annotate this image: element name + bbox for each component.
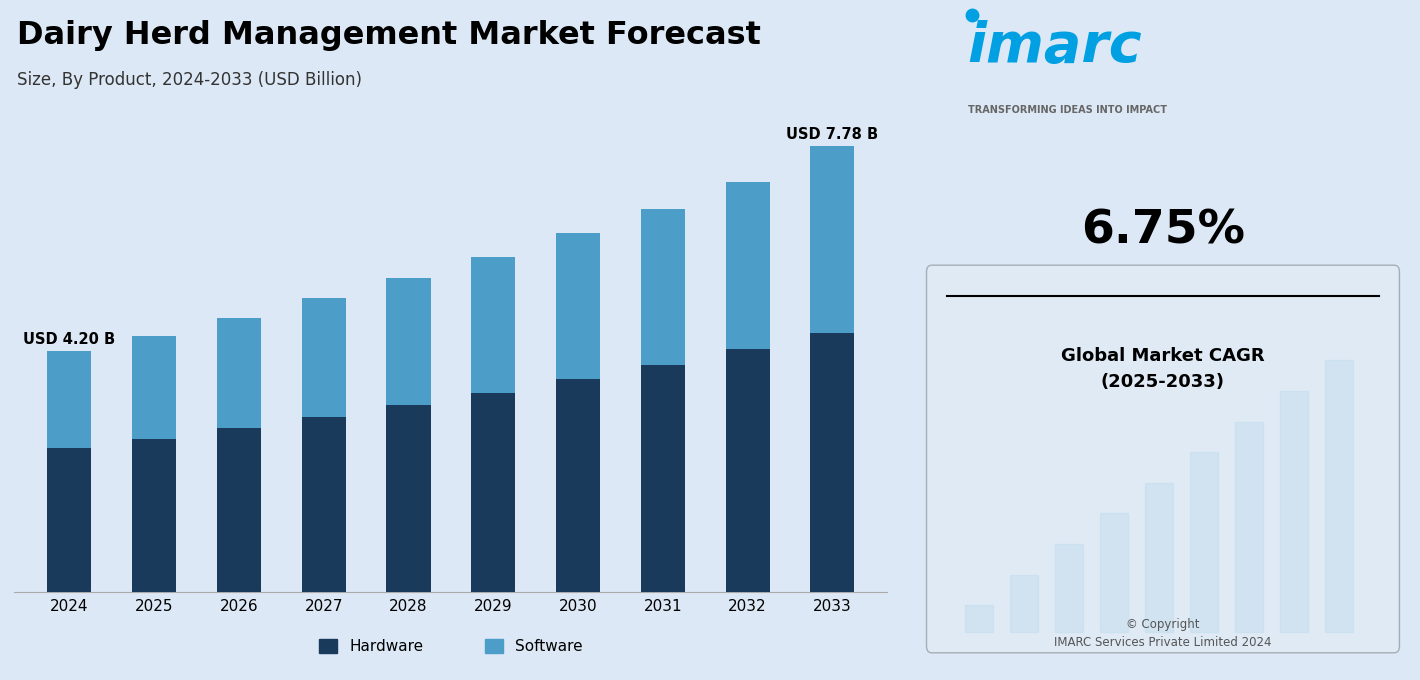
Bar — [1279, 391, 1308, 632]
Text: USD 4.20 B: USD 4.20 B — [23, 333, 115, 347]
Bar — [132, 439, 176, 592]
Bar — [471, 393, 515, 592]
Bar — [811, 333, 855, 592]
Bar — [1010, 575, 1038, 632]
Text: Global Market CAGR
(2025-2033): Global Market CAGR (2025-2033) — [1061, 347, 1265, 391]
Bar — [301, 417, 345, 592]
Bar — [726, 182, 770, 350]
Bar — [726, 350, 770, 592]
Bar — [386, 278, 430, 405]
Bar — [301, 299, 345, 417]
Bar — [557, 233, 601, 379]
Text: Size, By Product, 2024-2033 (USD Billion): Size, By Product, 2024-2033 (USD Billion… — [17, 71, 362, 89]
Text: © Copyright
IMARC Services Private Limited 2024: © Copyright IMARC Services Private Limit… — [1054, 618, 1272, 649]
Text: TRANSFORMING IDEAS INTO IMPACT: TRANSFORMING IDEAS INTO IMPACT — [967, 105, 1167, 116]
Bar — [966, 605, 994, 632]
Bar — [1190, 452, 1218, 632]
Bar — [1055, 544, 1083, 632]
Bar — [217, 428, 261, 592]
Bar — [132, 336, 176, 439]
Bar — [557, 379, 601, 592]
Bar — [1145, 483, 1173, 632]
Bar — [640, 365, 684, 592]
Bar — [386, 405, 430, 592]
Bar — [471, 256, 515, 393]
Text: 6.75%: 6.75% — [1081, 209, 1245, 254]
Bar — [47, 448, 91, 592]
Bar — [811, 146, 855, 333]
FancyBboxPatch shape — [926, 265, 1400, 653]
Text: USD 7.78 B: USD 7.78 B — [787, 127, 879, 142]
Bar — [1325, 360, 1353, 632]
Bar — [217, 318, 261, 428]
Bar — [640, 209, 684, 365]
Bar — [47, 351, 91, 448]
Legend: Hardware, Software: Hardware, Software — [312, 633, 589, 660]
Text: imarc: imarc — [967, 20, 1142, 74]
Text: Dairy Herd Management Market Forecast: Dairy Herd Management Market Forecast — [17, 20, 761, 52]
Bar — [1100, 513, 1129, 632]
Bar — [1235, 422, 1264, 632]
